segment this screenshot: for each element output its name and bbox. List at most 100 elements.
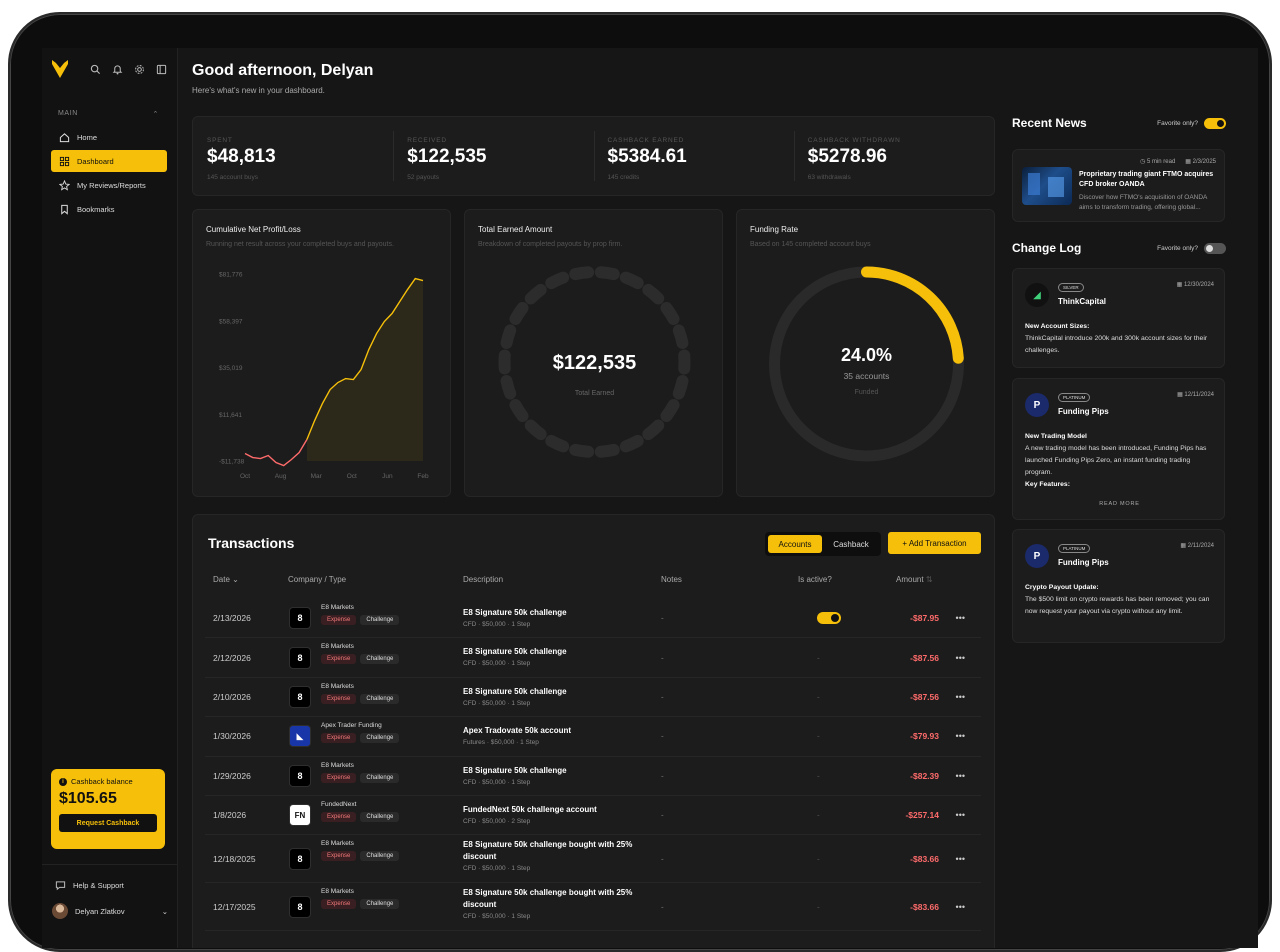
news-favorite-toggle[interactable] — [1204, 118, 1226, 129]
earned-segment — [626, 278, 638, 283]
page-title: Good afternoon, Delyan — [192, 62, 997, 80]
row-amount: -$83.66 — [910, 902, 939, 912]
col-amount[interactable]: Amount ⇅ — [896, 575, 933, 584]
brand-logo[interactable] — [52, 60, 68, 78]
earned-value: $122,535 — [465, 352, 724, 375]
more-icon[interactable]: ••• — [956, 902, 965, 912]
expense-tag: Expense — [321, 733, 356, 743]
more-icon[interactable]: ••• — [956, 810, 965, 820]
col-description: Description — [463, 575, 503, 584]
sidebar-toggle-icon[interactable] — [155, 63, 167, 75]
calendar-icon: ▦ — [1177, 282, 1183, 288]
x-tick-label: Aug — [275, 473, 287, 480]
sidebar-section-main[interactable]: MAIN ⌃ — [42, 110, 177, 118]
sort-icon: ⇅ — [926, 575, 933, 584]
sidebar-item-reviews[interactable]: My Reviews/Reports — [51, 174, 167, 196]
earned-segment — [679, 330, 683, 343]
expense-tag: Expense — [321, 812, 356, 822]
col-date[interactable]: Date ⌄ — [213, 575, 239, 584]
changelog-favorite-toggle[interactable] — [1204, 243, 1226, 254]
changelog-heading: New Account Sizes: — [1025, 321, 1215, 333]
active-status: - — [817, 811, 820, 820]
earned-segment — [575, 450, 588, 452]
sidebar-item-home[interactable]: Home — [51, 126, 167, 148]
home-icon — [58, 131, 70, 143]
y-tick-label: $81,776 — [219, 272, 243, 279]
x-tick-label: Feb — [417, 473, 429, 480]
row-meta: CFD · $50,000 · 1 Step — [463, 779, 663, 786]
row-description: E8 Signature 50k challenge bought with 2… — [463, 839, 663, 863]
row-amount: -$257.14 — [905, 810, 939, 820]
firm-name: Funding Pips — [1058, 407, 1109, 416]
app-screen: MAIN ⌃ Home Dashboard My Reviews/Reports… — [42, 48, 1258, 948]
read-more-link[interactable]: READ MORE — [1013, 501, 1226, 507]
expense-tag: Expense — [321, 615, 356, 625]
earned-segment — [648, 426, 658, 435]
active-toggle[interactable] — [817, 612, 841, 624]
news-title: Recent News — [1012, 116, 1087, 130]
row-date: 2/12/2026 — [213, 653, 251, 663]
request-cashback-button[interactable]: Request Cashback — [59, 814, 157, 832]
active-status: - — [817, 653, 820, 662]
funding-card: Funding Rate Based on 145 completed acco… — [736, 209, 995, 497]
changelog-title: Change Log — [1012, 241, 1081, 255]
x-tick-label: Mar — [311, 473, 323, 480]
tab-accounts[interactable]: Accounts — [768, 535, 822, 553]
active-status: - — [817, 771, 820, 780]
read-time: ◷ 5 min read — [1140, 158, 1175, 165]
news-thumbnail — [1022, 167, 1072, 205]
news-item[interactable]: ◷ 5 min read ▦ 2/3/2025 Proprietary trad… — [1012, 149, 1225, 222]
more-icon[interactable]: ••• — [956, 854, 965, 864]
tab-cashback[interactable]: Cashback — [824, 535, 878, 553]
funding-accounts: 35 accounts — [737, 371, 996, 381]
transactions-tabs: Accounts Cashback — [765, 532, 881, 556]
more-icon[interactable]: ••• — [956, 771, 965, 781]
chevron-down-icon: ⌄ — [232, 575, 239, 584]
add-transaction-button[interactable]: + Add Transaction — [888, 532, 981, 554]
row-date: 1/29/2026 — [213, 771, 251, 781]
y-tick-label: $11,641 — [219, 412, 242, 419]
company-name: E8 Markets — [321, 643, 354, 650]
row-description: E8 Signature 50k challenge — [463, 765, 663, 777]
grid-icon — [58, 155, 70, 167]
changelog-header: Change Log Favorite only? — [1012, 241, 1226, 255]
sidebar-item-dashboard[interactable]: Dashboard — [51, 150, 167, 172]
changelog-text: A new trading model has been introduced,… — [1025, 445, 1206, 476]
sidebar-item-bookmarks[interactable]: Bookmarks — [51, 198, 167, 220]
user-menu[interactable]: Delyan Zlatkov ⌄ — [42, 891, 178, 919]
col-active: Is active? — [798, 575, 832, 584]
company-name: Apex Trader Funding — [321, 722, 382, 729]
changelog-item[interactable]: P PLATINUM Funding Pips ▦ 12/11/2024 New… — [1012, 378, 1225, 520]
changelog-item[interactable]: P PLATINUM Funding Pips ▦ 2/11/2024 Cryp… — [1012, 529, 1225, 643]
more-icon[interactable]: ••• — [956, 613, 965, 623]
type-tag: Challenge — [360, 812, 399, 822]
more-icon[interactable]: ••• — [956, 731, 965, 741]
gear-icon[interactable] — [133, 63, 145, 75]
row-notes: - — [661, 692, 664, 701]
bell-icon[interactable] — [111, 63, 123, 75]
changelog-item[interactable]: ◢ SILVER ThinkCapital ▦ 12/30/2024 New A… — [1012, 268, 1225, 368]
earned-segment — [507, 330, 511, 343]
row-notes: - — [661, 653, 664, 662]
row-meta: Futures · $50,000 · 1 Step — [463, 739, 663, 746]
row-notes: - — [661, 614, 664, 623]
more-icon[interactable]: ••• — [956, 692, 965, 702]
row-amount: -$83.66 — [910, 854, 939, 864]
y-tick-label: $35,019 — [219, 365, 243, 372]
search-icon[interactable] — [89, 63, 101, 75]
more-icon[interactable]: ••• — [956, 653, 965, 663]
type-tag: Challenge — [360, 654, 399, 664]
company-logo: 8 — [289, 647, 311, 669]
right-panel: Recent News Favorite only? ◷ 5 min read … — [1012, 48, 1226, 948]
help-support-link[interactable]: Help & Support — [42, 865, 178, 891]
earned-segment — [626, 441, 638, 446]
calendar-icon: ▦ — [1177, 392, 1183, 398]
